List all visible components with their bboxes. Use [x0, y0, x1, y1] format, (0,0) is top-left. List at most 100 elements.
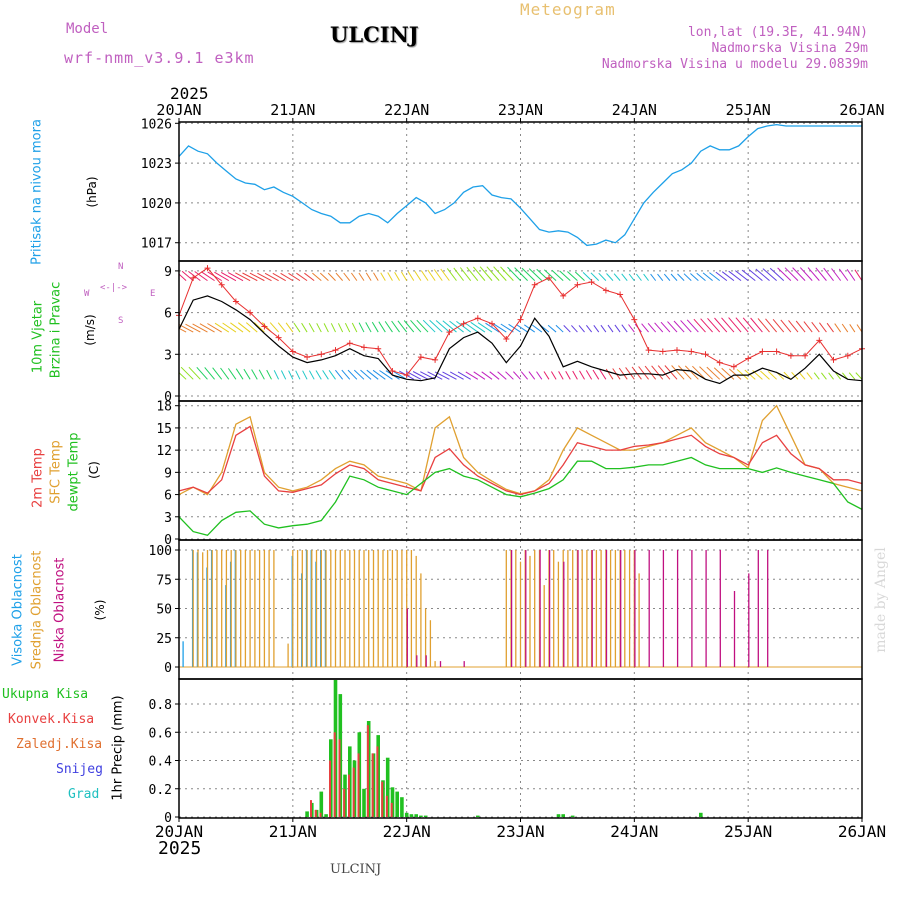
- wind-arrow: [798, 372, 806, 380]
- wind-gust-marker: [190, 274, 197, 281]
- wind-arrow: [249, 272, 265, 282]
- wind-arrow: [628, 273, 635, 281]
- wind-arrow: [440, 268, 450, 281]
- model-label: Model: [66, 21, 109, 37]
- wind-arrow: [293, 322, 301, 333]
- wind-arrow: [322, 370, 329, 380]
- wind-arrow: [372, 369, 386, 380]
- wind-arrow: [684, 365, 699, 380]
- precip-conv-bar: [319, 812, 322, 817]
- wind-arrow: [690, 273, 699, 282]
- wind-arrow: [414, 270, 422, 281]
- wind-arrow: [473, 371, 486, 380]
- wind-arrow: [769, 267, 785, 281]
- wind-gust-marker: [645, 347, 652, 354]
- wind-arrow: [807, 267, 820, 281]
- wind-arrow: [449, 320, 464, 333]
- wind-arrow: [559, 270, 571, 281]
- wind-arrow: [288, 370, 294, 380]
- meteogram-label: Meteogram: [520, 0, 616, 19]
- wind-arrow: [481, 371, 493, 380]
- wind-arrow: [485, 322, 500, 333]
- wind-arrow: [312, 272, 322, 282]
- wind-gust-marker: [546, 274, 552, 281]
- precip-total-bar: [419, 815, 423, 817]
- wind-arrow: [479, 266, 493, 281]
- precip-conv-bar: [366, 725, 369, 817]
- wind-ytick-label: 6: [164, 307, 172, 322]
- wind-arrow: [578, 325, 585, 333]
- wind-arrow: [497, 371, 507, 380]
- wind-arrow: [394, 271, 400, 281]
- pressure-line: [179, 123, 862, 247]
- wind-arrow: [242, 272, 258, 282]
- wind-arrow: [714, 317, 728, 333]
- wind-arrow: [214, 271, 230, 282]
- wind-arrow: [277, 322, 287, 333]
- wind-arrow: [750, 317, 763, 333]
- wind-arrow: [316, 323, 322, 333]
- wind-arrow: [514, 267, 528, 281]
- day-label-bottom: 21JAN: [269, 822, 317, 841]
- wind-arrow: [819, 322, 827, 333]
- wind-arrow: [528, 268, 543, 281]
- wind-arrow: [280, 370, 287, 380]
- wind-arrow: [493, 266, 507, 281]
- wind-arrow: [258, 369, 265, 380]
- wind-arrow: [846, 269, 856, 281]
- wind-gust-marker: [560, 292, 567, 299]
- wind-arrow: [328, 370, 336, 380]
- wind-arrow: [344, 322, 351, 333]
- wind-arrow: [565, 370, 571, 380]
- wind-arrow: [772, 318, 785, 333]
- wind-gust-marker: [432, 356, 439, 363]
- wind-arrow: [680, 320, 692, 333]
- wind-arrow: [520, 371, 528, 380]
- wind-arrow: [280, 272, 294, 282]
- wind-arrow: [702, 272, 713, 282]
- elevation-label: Nadmorska Visina 29m: [711, 41, 868, 56]
- wind-arrow: [196, 366, 208, 380]
- precip-frozen-label: Zaledj.Kisa: [16, 737, 103, 752]
- wind-arrow: [826, 322, 834, 333]
- precip-total-bar: [699, 812, 703, 817]
- wind-arrow: [470, 321, 486, 333]
- wind-arrow: [295, 370, 301, 380]
- wind-arrow: [673, 320, 685, 333]
- precip-conv-bar: [390, 802, 393, 817]
- wind-arrow: [631, 366, 642, 380]
- cloud-ytick-label: 100: [149, 544, 172, 559]
- day-label-top: 26JAN: [839, 101, 884, 119]
- precip-total-bar: [305, 811, 309, 817]
- wind-arrow: [815, 267, 827, 281]
- wind-arrow: [416, 319, 429, 333]
- wind-gust-marker: [602, 287, 609, 294]
- wind-arrow: [792, 267, 806, 281]
- precip-conv-label: Konvek.Kisa: [8, 712, 95, 727]
- wind-arrow: [670, 273, 678, 281]
- wind-arrow: [707, 317, 721, 333]
- day-label-bottom: 23JAN: [496, 822, 544, 841]
- pressure-ytick-label: 1023: [141, 157, 172, 172]
- temp-2m-line: [179, 425, 862, 496]
- day-label-bottom: 25JAN: [724, 822, 772, 841]
- wind-gust-marker: [759, 348, 766, 355]
- wind-gust-marker: [688, 348, 695, 355]
- wind-arrow: [780, 319, 792, 333]
- wind-arrow: [555, 324, 564, 333]
- wind-gust-marker: [375, 345, 382, 352]
- wind-arrow: [692, 365, 706, 380]
- wind-arrow: [543, 371, 550, 380]
- wind-gust-marker: [346, 340, 353, 347]
- wind-arrow: [513, 371, 521, 380]
- wind-gust-marker: [460, 320, 467, 327]
- wind-arrow: [489, 371, 500, 380]
- wind-arrow: [185, 323, 201, 333]
- wind-arrow: [706, 366, 721, 380]
- compass-n: N: [118, 262, 124, 272]
- wind-gust-marker: [517, 316, 524, 323]
- wind-arrow: [532, 324, 543, 333]
- precip-conv-bar: [343, 788, 346, 817]
- wind-arrow: [848, 372, 856, 380]
